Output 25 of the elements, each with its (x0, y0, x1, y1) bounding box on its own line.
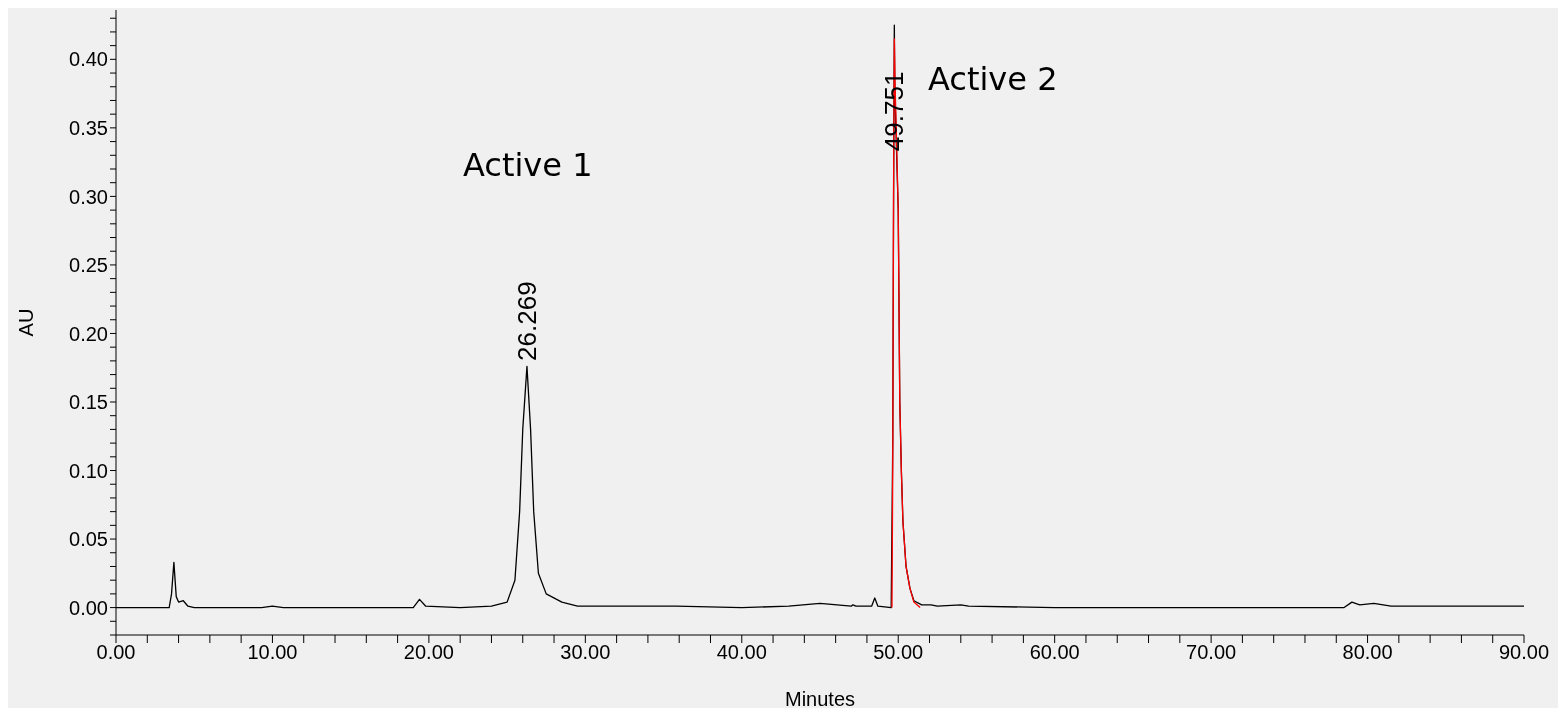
x-axis-title: Minutes (784, 688, 856, 710)
y-tick-label: 0.00 (69, 596, 108, 619)
y-tick-label: 0.35 (69, 116, 108, 139)
annotation: Active 1 (463, 146, 593, 184)
y-tick-label: 0.40 (69, 48, 108, 71)
x-tick-label: 40.00 (716, 641, 767, 664)
x-tick-label: 80.00 (1342, 641, 1393, 664)
y-tick-label: 0.25 (69, 254, 108, 277)
annotation: Active 2 (928, 60, 1058, 98)
y-tick-label: 0.30 (69, 185, 108, 208)
y-tick-label: 0.15 (69, 391, 108, 414)
y-tick-label: 0.20 (69, 322, 108, 345)
y-axis-title: AU (15, 308, 38, 337)
y-tick-label: 0.05 (69, 528, 108, 551)
x-tick-label: 50.00 (873, 641, 924, 664)
x-tick-label: 60.00 (1029, 641, 1080, 664)
y-tick-label: 0.10 (69, 459, 108, 482)
x-tick-label: 70.00 (1186, 641, 1237, 664)
x-tick-label: 30.00 (560, 641, 611, 664)
annotation: 49.751 (879, 71, 910, 152)
x-tick-label: 20.00 (403, 641, 454, 664)
x-tick-label: 10.00 (247, 641, 298, 664)
x-tick-label: 0.00 (96, 641, 136, 664)
x-tick-label: 90.00 (1498, 641, 1550, 664)
annotation: 26.269 (511, 281, 542, 361)
